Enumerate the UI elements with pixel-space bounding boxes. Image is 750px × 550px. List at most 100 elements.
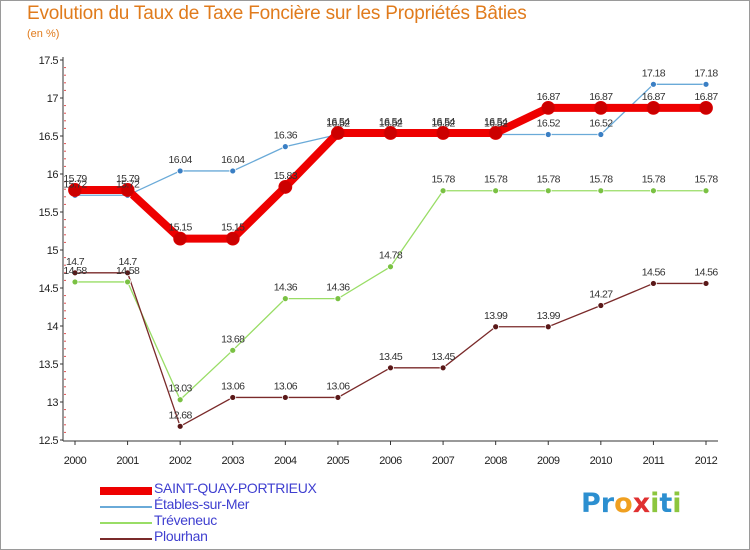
data-label: 13.68 bbox=[221, 333, 245, 345]
data-label: 14.7 bbox=[119, 256, 138, 268]
data-point bbox=[176, 396, 184, 404]
y-tick-label: 15 bbox=[47, 245, 59, 257]
data-point bbox=[650, 280, 657, 287]
data-label: 14.36 bbox=[326, 282, 350, 294]
data-point bbox=[439, 364, 447, 372]
data-label: 14.7 bbox=[66, 256, 85, 268]
data-label: 16.04 bbox=[221, 154, 245, 166]
data-point bbox=[544, 323, 552, 331]
data-point bbox=[439, 187, 447, 195]
data-point bbox=[488, 126, 503, 140]
data-point bbox=[229, 167, 237, 175]
data-point bbox=[650, 187, 657, 195]
data-point bbox=[702, 187, 710, 195]
legend-label: Tréveneuc bbox=[154, 512, 217, 528]
data-label: 12.68 bbox=[169, 409, 193, 421]
data-label: 13.06 bbox=[221, 380, 245, 392]
data-point bbox=[544, 187, 552, 195]
data-label: 14.58 bbox=[116, 265, 140, 277]
data-label: 16.54 bbox=[431, 116, 455, 128]
data-point bbox=[383, 126, 398, 140]
y-tick-label: 14 bbox=[47, 321, 59, 333]
data-point bbox=[334, 394, 342, 401]
data-point bbox=[331, 126, 345, 140]
data-label: 16.52 bbox=[484, 117, 508, 129]
data-label: 15.78 bbox=[431, 174, 455, 186]
data-point bbox=[278, 180, 293, 194]
data-point bbox=[281, 143, 289, 151]
y-tick-label: 17.5 bbox=[39, 55, 59, 67]
data-label: 13.45 bbox=[431, 351, 455, 363]
data-label: 14.36 bbox=[274, 282, 298, 294]
data-label: 14.58 bbox=[63, 265, 87, 277]
data-point bbox=[702, 280, 710, 287]
data-label: 16.87 bbox=[694, 91, 718, 103]
logo-letter: r bbox=[600, 488, 615, 519]
data-point bbox=[387, 364, 394, 372]
data-point bbox=[334, 295, 342, 303]
data-label: 13.06 bbox=[274, 380, 298, 392]
y-tick-label: 13 bbox=[47, 397, 59, 409]
x-tick-label: 2005 bbox=[327, 455, 350, 467]
data-point bbox=[593, 100, 608, 115]
data-label: 16.54 bbox=[326, 116, 350, 128]
data-point bbox=[229, 346, 237, 354]
data-label: 15.78 bbox=[537, 174, 561, 186]
legend-swatch bbox=[100, 506, 152, 508]
data-point bbox=[71, 269, 79, 277]
data-label: 16.87 bbox=[537, 91, 561, 103]
data-label: 15.72 bbox=[63, 178, 87, 190]
data-point bbox=[176, 167, 184, 175]
data-label: 13.06 bbox=[326, 380, 350, 392]
logo-letter: i bbox=[650, 488, 660, 519]
data-point bbox=[229, 394, 237, 401]
x-tick-label: 2001 bbox=[116, 455, 139, 467]
data-point bbox=[541, 100, 556, 115]
proxiti-logo: Proxiti bbox=[581, 488, 682, 519]
logo-letter: o bbox=[614, 488, 633, 519]
logo-letter: P bbox=[581, 488, 601, 519]
data-label: 15.78 bbox=[484, 174, 508, 186]
data-point bbox=[225, 231, 240, 246]
x-tick-label: 2012 bbox=[695, 455, 718, 467]
logo-letter: x bbox=[632, 488, 651, 519]
data-point bbox=[68, 183, 82, 197]
x-tick-label: 2007 bbox=[432, 455, 455, 467]
data-label: 16.87 bbox=[642, 91, 666, 103]
data-point bbox=[699, 100, 713, 115]
data-point bbox=[176, 422, 184, 430]
y-tick-label: 16.5 bbox=[39, 131, 59, 143]
data-label: 14.56 bbox=[642, 266, 666, 278]
data-point bbox=[597, 187, 605, 195]
data-label: 16.52 bbox=[537, 117, 561, 129]
y-tick-label: 14.5 bbox=[39, 283, 59, 295]
data-point bbox=[281, 394, 289, 401]
data-label: 14.78 bbox=[379, 250, 403, 262]
data-point bbox=[646, 100, 661, 115]
x-tick-label: 2011 bbox=[643, 455, 665, 467]
x-tick-label: 2004 bbox=[274, 455, 297, 467]
data-point bbox=[597, 302, 605, 309]
data-label: 16.52 bbox=[379, 117, 403, 129]
data-label: 13.45 bbox=[379, 351, 403, 363]
y-tick-label: 12.5 bbox=[39, 435, 59, 447]
data-point bbox=[544, 131, 552, 138]
data-point bbox=[173, 231, 188, 246]
x-tick-label: 2010 bbox=[590, 455, 613, 467]
data-label: 17.18 bbox=[642, 67, 666, 79]
data-label: 16.52 bbox=[326, 117, 350, 129]
data-label: 16.54 bbox=[379, 116, 403, 128]
legend-label: SAINT-QUAY-PORTRIEUX bbox=[154, 480, 317, 496]
data-point bbox=[124, 278, 131, 286]
legend-label: Étables-sur-Mer bbox=[154, 496, 250, 512]
data-point bbox=[702, 80, 710, 88]
x-tick-label: 2002 bbox=[169, 455, 192, 467]
data-label: 15.79 bbox=[116, 173, 140, 185]
data-point bbox=[492, 187, 500, 195]
unit-label: (en %) bbox=[27, 28, 60, 40]
data-label: 13.99 bbox=[537, 310, 561, 322]
x-tick-label: 2000 bbox=[64, 455, 87, 467]
data-label: 16.87 bbox=[589, 91, 613, 103]
legend-swatch bbox=[100, 487, 152, 495]
data-label: 14.56 bbox=[694, 266, 718, 278]
